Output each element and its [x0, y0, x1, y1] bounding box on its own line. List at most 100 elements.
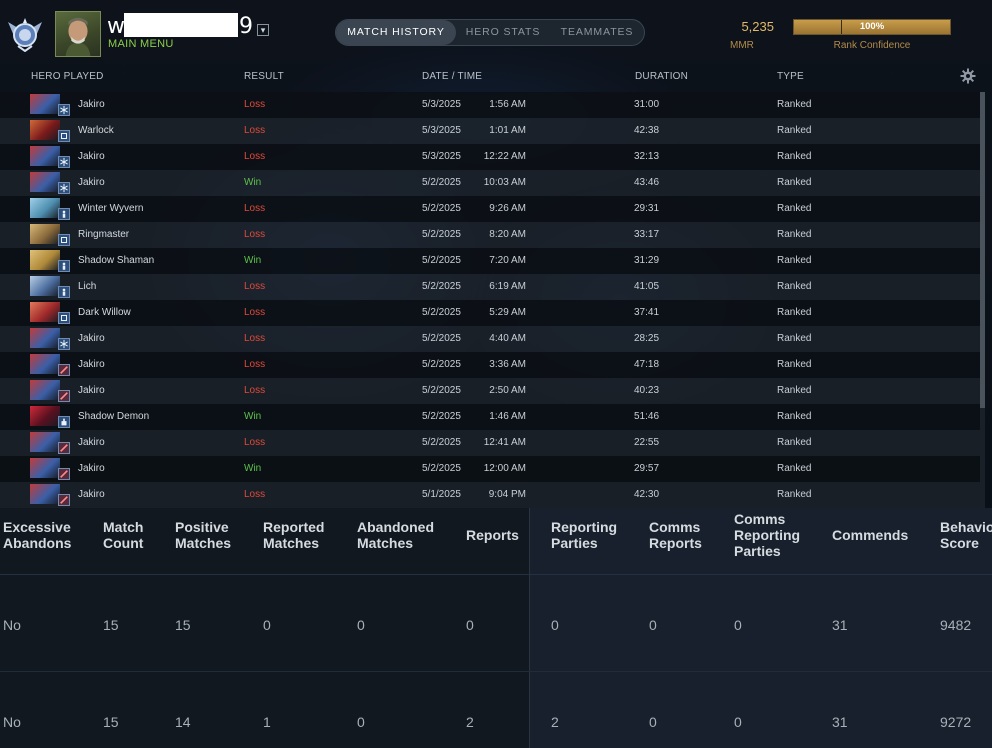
match-row[interactable]: Jakiro Loss 5/2/2025 12:41 AM 22:55 Ranked: [0, 430, 980, 456]
match-row[interactable]: Winter Wyvern Loss 5/2/2025 9:26 AM 29:31 Ran…: [0, 196, 980, 222]
hero-image: [30, 146, 60, 166]
match-type: Ranked: [777, 229, 812, 240]
hero-portrait[interactable]: [30, 94, 70, 116]
conduct-header-line: Reporting: [551, 519, 618, 535]
match-row[interactable]: Jakiro Loss 5/2/2025 3:36 AM 47:18 Ranked: [0, 352, 980, 378]
hero-portrait[interactable]: [30, 198, 70, 220]
conduct-cell: 0: [466, 617, 474, 633]
match-row[interactable]: Shadow Shaman Win 5/2/2025 7:20 AM 31:29 Rank…: [0, 248, 980, 274]
conduct-cell: 15: [103, 617, 119, 633]
square-icon: [58, 130, 70, 142]
hero-name: Ringmaster: [78, 229, 130, 240]
mmr-value: 5,235: [741, 19, 774, 34]
match-row[interactable]: Warlock Loss 5/3/2025 1:01 AM 42:38 Ranked: [0, 118, 980, 144]
match-row[interactable]: Shadow Demon Win 5/2/2025 1:46 AM 51:46 Ranke…: [0, 404, 980, 430]
scrollbar-thumb[interactable]: [980, 92, 985, 408]
hero-portrait[interactable]: [30, 458, 70, 480]
match-date: 5/2/2025: [422, 359, 461, 370]
hero-name: Jakiro: [78, 463, 105, 474]
caret-down-icon[interactable]: ▾: [257, 24, 269, 36]
hero-image: [30, 172, 60, 192]
match-result: Loss: [244, 281, 266, 292]
hero-portrait[interactable]: [30, 406, 70, 428]
hero-image: [30, 120, 60, 140]
square-icon: [58, 234, 70, 246]
column-header-datetime[interactable]: DATE / TIME: [422, 71, 483, 82]
hero-portrait[interactable]: [30, 172, 70, 194]
conduct-table-shade: [530, 508, 992, 748]
hero-image: [30, 276, 60, 296]
match-time: 1:56 AM: [489, 99, 526, 110]
hero-portrait[interactable]: [30, 302, 70, 324]
match-result: Win: [244, 177, 262, 188]
column-header-type[interactable]: TYPE: [777, 71, 804, 82]
match-row[interactable]: Jakiro Win 5/2/2025 10:03 AM 43:46 Ranked: [0, 170, 980, 196]
hero-name: Jakiro: [78, 151, 105, 162]
hero-name: Jakiro: [78, 489, 105, 500]
hero-portrait[interactable]: [30, 484, 70, 506]
tab-teammates[interactable]: TEAMMATES: [560, 26, 634, 38]
main-menu-link[interactable]: MAIN MENU: [108, 38, 174, 50]
conduct-cell: 9482: [940, 617, 972, 633]
conduct-column-header: Comms Reports: [649, 519, 702, 551]
match-row[interactable]: Lich Loss 5/2/2025 6:19 AM 41:05 Ranked: [0, 274, 980, 300]
hero-name: Shadow Shaman: [78, 255, 155, 266]
hero-portrait[interactable]: [30, 354, 70, 376]
hero-image: [30, 224, 60, 244]
match-row[interactable]: Dark Willow Loss 5/2/2025 5:29 AM 37:41 Ranke…: [0, 300, 980, 326]
column-header-result[interactable]: RESULT: [244, 71, 284, 82]
match-date: 5/2/2025: [422, 229, 461, 240]
match-time: 1:01 AM: [489, 125, 526, 136]
hero-image: [30, 250, 60, 270]
hero-portrait[interactable]: [30, 146, 70, 168]
conduct-row-separator: [0, 671, 992, 672]
conduct-header-line: Positive: [175, 519, 229, 535]
match-row[interactable]: Jakiro Loss 5/1/2025 9:04 PM 42:30 Ranked: [0, 482, 980, 508]
hero-name: Jakiro: [78, 359, 105, 370]
figure-icon: [58, 286, 70, 298]
hero-portrait[interactable]: [30, 120, 70, 142]
match-result: Loss: [244, 99, 266, 110]
hero-portrait[interactable]: [30, 380, 70, 402]
rank-medal-icon[interactable]: [4, 14, 46, 52]
match-type: Ranked: [777, 255, 812, 266]
tab-hero-stats[interactable]: HERO STATS: [465, 26, 541, 38]
match-date: 5/2/2025: [422, 463, 461, 474]
column-header-hero[interactable]: HERO PLAYED: [31, 71, 104, 82]
hero-portrait[interactable]: [30, 432, 70, 454]
match-duration: 43:46: [634, 177, 660, 188]
hero-image: [30, 406, 60, 426]
match-type: Ranked: [777, 151, 812, 162]
slash-icon: [58, 468, 70, 480]
scrollbar[interactable]: [980, 92, 985, 508]
match-time: 4:40 AM: [489, 333, 526, 344]
hero-name: Jakiro: [78, 177, 105, 188]
match-duration: 32:13: [634, 151, 660, 162]
match-row[interactable]: Jakiro Win 5/2/2025 12:00 AM 29:57 Ranked: [0, 456, 980, 482]
tab-match-history[interactable]: MATCH HISTORY: [336, 20, 456, 45]
hero-portrait[interactable]: [30, 224, 70, 246]
rank-confidence-value: 100%: [859, 21, 885, 32]
hero-name: Winter Wyvern: [78, 203, 144, 214]
conduct-header-line: Reported: [263, 519, 325, 535]
match-row[interactable]: Ringmaster Loss 5/2/2025 8:20 AM 33:17 Ranked: [0, 222, 980, 248]
conduct-table-divider: [529, 508, 530, 748]
hero-portrait[interactable]: [30, 250, 70, 272]
hero-portrait[interactable]: [30, 328, 70, 350]
match-result: Win: [244, 463, 262, 474]
conduct-header-line: Count: [103, 535, 144, 551]
match-row[interactable]: Jakiro Loss 5/3/2025 12:22 AM 32:13 Ranked: [0, 144, 980, 170]
match-row[interactable]: Jakiro Loss 5/3/2025 1:56 AM 31:00 Ranked: [0, 92, 980, 118]
match-row[interactable]: Jakiro Loss 5/2/2025 4:40 AM 28:25 Ranked: [0, 326, 980, 352]
column-header-duration[interactable]: DURATION: [635, 71, 689, 82]
conduct-header-line: Reports: [649, 535, 702, 551]
match-row[interactable]: Jakiro Loss 5/2/2025 2:50 AM 40:23 Ranked: [0, 378, 980, 404]
conduct-cell: No: [3, 617, 21, 633]
avatar[interactable]: [55, 11, 101, 57]
hand-icon: [58, 416, 70, 428]
match-time: 6:19 AM: [489, 281, 526, 292]
gear-icon[interactable]: [960, 68, 976, 84]
hero-portrait[interactable]: [30, 276, 70, 298]
conduct-header-line: Score: [940, 535, 979, 551]
conduct-cell: No: [3, 714, 21, 730]
